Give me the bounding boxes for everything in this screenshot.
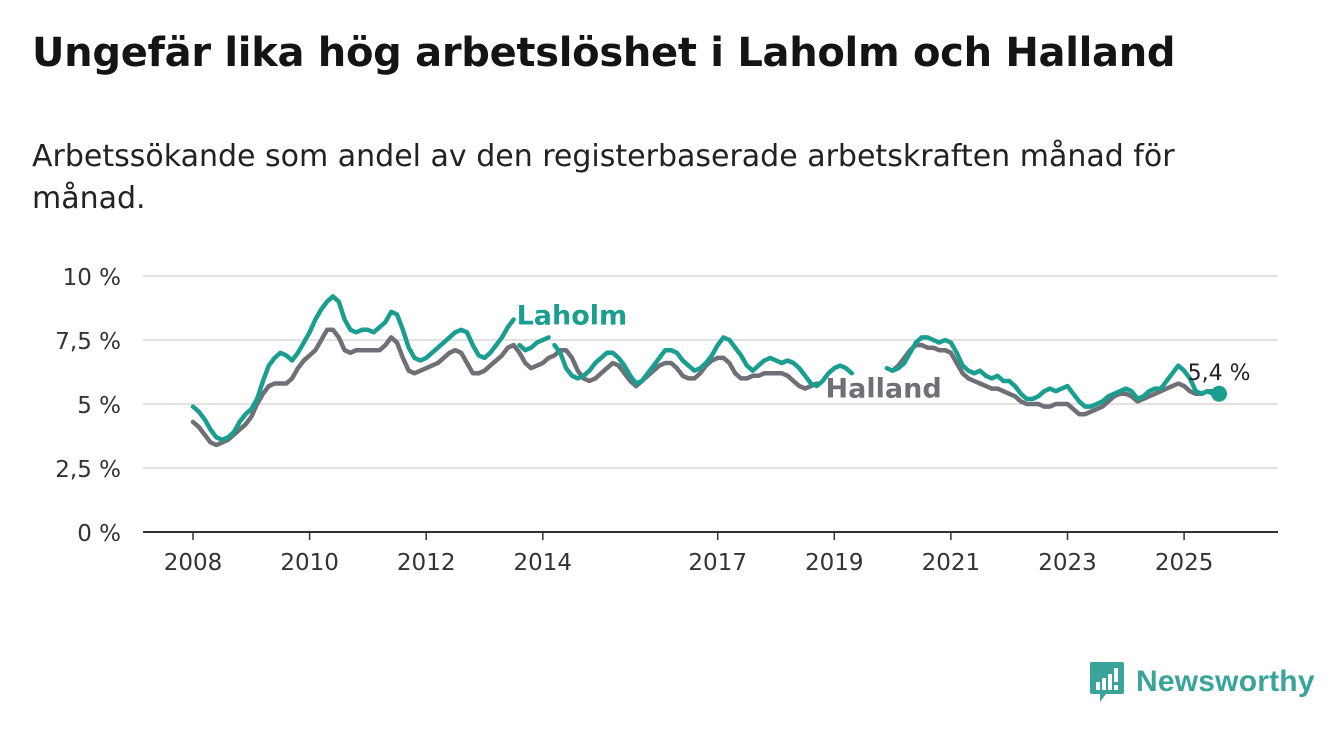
end-point-marker	[1211, 385, 1228, 402]
x-tick-label: 2019	[805, 550, 864, 576]
x-tick-label: 2014	[514, 550, 573, 576]
bar-chart-speech-bubble-icon	[1090, 662, 1124, 702]
y-tick-label: 5 %	[77, 393, 121, 419]
brand-logo: Newsworthy	[1088, 660, 1315, 704]
series-label-halland: Halland	[826, 374, 942, 405]
y-tick-label: 10 %	[63, 265, 121, 291]
x-tick-label: 2021	[922, 550, 981, 576]
brand-name: Newsworthy	[1136, 665, 1315, 698]
y-tick-label: 7,5 %	[55, 329, 121, 355]
chart-subtitle: Arbetssökande som andel av den registerb…	[32, 139, 1175, 216]
series-line-halland	[190, 327, 1216, 448]
x-tick-label: 2023	[1038, 550, 1097, 576]
x-tick-label: 2012	[397, 550, 456, 576]
x-tick-label: 2025	[1155, 550, 1214, 576]
y-tick-label: 0 %	[77, 521, 121, 547]
series-label-laholm: Laholm	[517, 301, 628, 332]
x-tick-label: 2008	[164, 550, 223, 576]
series-line-laholm	[190, 294, 1222, 443]
end-value-label: 5,4 %	[1188, 361, 1251, 386]
x-tick-label: 2017	[688, 550, 747, 576]
y-tick-label: 2,5 %	[55, 457, 121, 483]
chart-title: Ungefär lika hög arbetslöshet i Laholm o…	[32, 30, 1176, 76]
x-tick-label: 2010	[280, 550, 339, 576]
